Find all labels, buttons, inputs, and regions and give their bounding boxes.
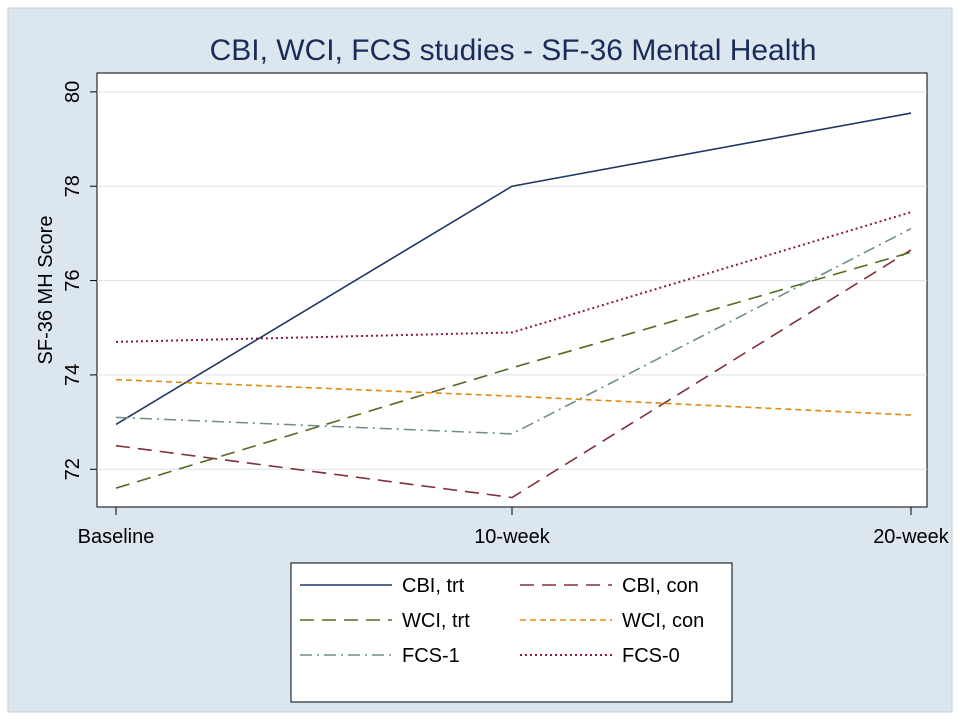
y-tick-label: 74 bbox=[62, 364, 84, 386]
series-line-3 bbox=[115, 378, 912, 416]
series-line-1 bbox=[115, 249, 912, 499]
y-tick-label: 80 bbox=[62, 81, 84, 103]
legend-label: CBI, trt bbox=[402, 575, 465, 597]
y-tick-label: 78 bbox=[62, 175, 84, 197]
x-tick-label: 20-week bbox=[873, 526, 950, 548]
x-tick-label: 10-week bbox=[474, 526, 551, 548]
legend-label: FCS-1 bbox=[402, 645, 460, 667]
series-line-2 bbox=[115, 251, 912, 489]
axis-layer: 72 74 76 78 80 Baseline 10-week 20-week bbox=[62, 81, 950, 548]
y-tick-label: 72 bbox=[62, 458, 84, 480]
legend-label: WCI, con bbox=[622, 610, 704, 632]
y-axis-label: SF-36 MH Score bbox=[35, 216, 57, 365]
series-line-5 bbox=[115, 211, 912, 343]
series-line-0 bbox=[115, 112, 912, 426]
x-tick-label: Baseline bbox=[78, 526, 155, 548]
y-tick-label: 76 bbox=[62, 269, 84, 291]
plot-area bbox=[96, 72, 928, 508]
legend bbox=[290, 562, 733, 703]
legend-label: FCS-0 bbox=[622, 645, 680, 667]
series-layer bbox=[115, 112, 912, 499]
grid-layer bbox=[97, 91, 927, 470]
legend-label: WCI, trt bbox=[402, 610, 470, 632]
legend-label: CBI, con bbox=[622, 575, 699, 597]
chart-title: CBI, WCI, FCS studies - SF-36 Mental Hea… bbox=[210, 34, 817, 67]
legend-items: CBI, trt CBI, con WCI, trt WCI, con FCS-1 FCS… bbox=[300, 575, 704, 667]
